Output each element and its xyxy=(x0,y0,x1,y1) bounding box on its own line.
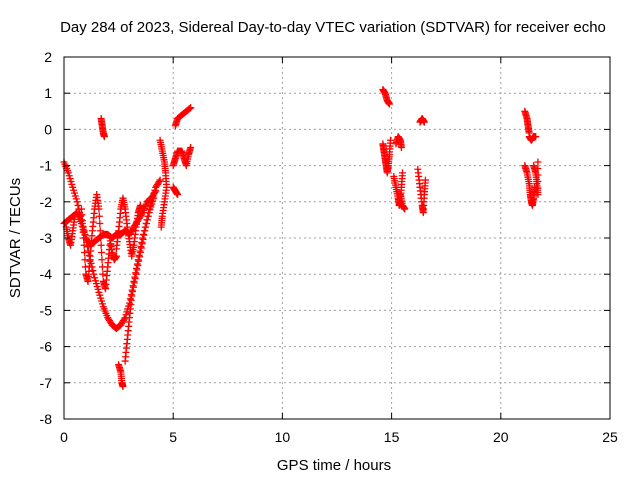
data-point xyxy=(397,144,405,151)
data-point xyxy=(421,176,429,184)
data-point xyxy=(143,216,151,224)
y-tick-label: -3 xyxy=(40,230,53,246)
data-point xyxy=(112,252,120,260)
data-point xyxy=(534,191,542,199)
data-point xyxy=(140,231,148,239)
y-tick-label: -7 xyxy=(40,375,53,391)
data-point xyxy=(186,104,194,112)
data-point xyxy=(136,201,144,209)
data-point xyxy=(132,270,140,278)
y-tick-label: -4 xyxy=(40,266,53,282)
data-point xyxy=(156,176,164,184)
x-tick-label: 15 xyxy=(384,429,400,445)
data-point xyxy=(187,104,195,112)
data-point xyxy=(387,136,395,144)
data-point xyxy=(90,270,98,278)
grid-layer xyxy=(64,57,610,419)
data-point xyxy=(401,205,409,213)
data-point xyxy=(100,133,108,141)
data-point xyxy=(131,275,139,283)
y-tick-label: -6 xyxy=(40,339,53,355)
x-tick-label: 25 xyxy=(602,429,618,445)
y-tick-label: -1 xyxy=(40,158,53,174)
data-point xyxy=(89,267,97,275)
data-point xyxy=(71,212,79,220)
chart-title: Day 284 of 2023, Sidereal Day-to-day VTE… xyxy=(60,19,606,36)
data-point xyxy=(152,187,160,195)
data-point xyxy=(95,205,103,213)
x-tick-label: 5 xyxy=(169,429,177,445)
data-point xyxy=(534,184,542,192)
data-point xyxy=(157,223,165,231)
data-point xyxy=(151,188,159,196)
data-point xyxy=(385,100,393,108)
data-point xyxy=(81,256,89,264)
y-tick-label: -2 xyxy=(40,194,53,210)
data-point xyxy=(139,235,147,243)
y-tick-label: 1 xyxy=(44,85,52,101)
data-point xyxy=(136,248,144,256)
data-point xyxy=(534,171,542,179)
data-point xyxy=(128,292,136,300)
data-point xyxy=(136,253,144,261)
data-point xyxy=(74,201,82,209)
data-point xyxy=(73,198,81,206)
data-point xyxy=(134,262,142,270)
y-tick-label: -8 xyxy=(40,411,53,427)
data-point xyxy=(80,241,88,249)
data-point xyxy=(135,257,143,265)
y-tick-label: 2 xyxy=(44,49,52,65)
data-point xyxy=(534,164,542,172)
data-point xyxy=(119,382,127,390)
data-point xyxy=(532,133,540,141)
data-point xyxy=(99,270,107,278)
data-point xyxy=(129,283,137,291)
data-point xyxy=(174,191,182,199)
y-axis-label: SDTVAR / TECUs xyxy=(7,178,24,298)
data-point xyxy=(120,315,128,323)
x-tick-label: 10 xyxy=(275,429,291,445)
data-point xyxy=(138,240,146,248)
data-point xyxy=(80,234,88,242)
data-point xyxy=(399,169,407,177)
data-point xyxy=(534,178,542,186)
data-point xyxy=(96,220,104,228)
data-point xyxy=(97,241,105,249)
data-point xyxy=(137,244,145,252)
data-point xyxy=(142,223,150,231)
data-point xyxy=(130,279,138,287)
data-point xyxy=(155,178,163,186)
data-point xyxy=(420,118,428,126)
data-point xyxy=(133,266,141,274)
data-point xyxy=(534,158,542,166)
x-tick-label: 0 xyxy=(60,429,68,445)
data-point xyxy=(97,234,105,242)
data-point xyxy=(81,248,89,256)
x-axis-label: GPS time / hours xyxy=(277,457,391,474)
data-point xyxy=(98,248,106,256)
data-point xyxy=(129,288,137,296)
data-point xyxy=(144,212,152,220)
data-marks xyxy=(60,86,542,390)
data-point xyxy=(141,227,149,235)
x-tick-label: 20 xyxy=(493,429,509,445)
data-point xyxy=(187,144,195,151)
y-tick-label: -5 xyxy=(40,302,53,318)
y-tick-label: 0 xyxy=(44,121,52,137)
data-point xyxy=(143,220,151,228)
data-point xyxy=(81,263,89,271)
data-point xyxy=(95,212,103,220)
data-point xyxy=(96,227,104,235)
axis-ticks: 0 5 10 15 20 25 -8 -7 -6 -5 -4 -3 -2 -1 0 1 2 xyxy=(40,49,618,445)
data-point xyxy=(98,256,106,264)
data-point xyxy=(150,194,158,202)
